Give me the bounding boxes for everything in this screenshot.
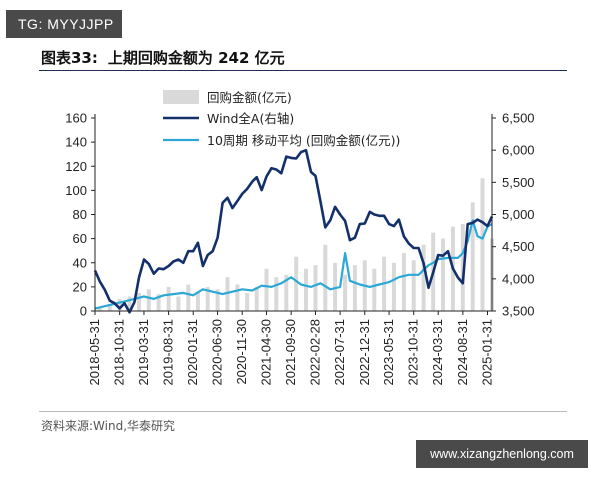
repurchase-bar [156,294,161,311]
source-note: 资料来源:Wind,华泰研究 [41,419,176,433]
y-right-tick-label: 6,500 [502,111,535,126]
x-tick-label: 2022-12-31 [357,319,372,386]
legend-label-ma10: 10周期 移动平均 (回购金额(亿元)) [207,133,400,148]
y-left-tick-label: 40 [73,255,87,270]
legend-swatch-bars [163,90,199,104]
repurchase-bar [352,265,357,311]
figure-label: 图表33: [41,49,98,67]
bar-series [97,178,494,312]
repurchase-bar [137,292,141,311]
wind-all-a-line [93,148,494,314]
repurchase-bar [401,253,406,311]
y-left-tick-label: 120 [65,159,87,174]
repurchase-bar [195,291,200,311]
repurchase-bar [274,277,279,311]
repurchase-bar [205,286,210,311]
repurchase-bar [186,284,191,311]
line-series [93,148,494,314]
repurchase-bar [304,268,308,311]
y-right-tick-label: 3,500 [502,304,535,319]
x-tick-label: 2022-02-28 [307,319,322,386]
repurchase-bar [235,284,240,311]
figure-title-text: 上期回购金额为 242 亿元 [107,49,285,67]
x-tick-label: 2018-05-31 [87,319,102,386]
repurchase-bar [284,274,289,311]
y-right-tick-label: 4,500 [502,239,535,254]
y-right-tick-label: 4,000 [502,271,535,286]
x-tick-label: 2023-10-31 [406,319,421,386]
repurchase-bar [264,268,269,311]
repurchase-bar [294,256,299,311]
axes: 0 20 40 60 80 100 120 140 160 3,500 4,000 4,500 5,00… [65,111,534,386]
ma10-line [94,219,493,310]
repurchase-bar [107,303,112,311]
y-left-tick-label: 140 [65,135,87,150]
y-right-tick-label: 6,000 [502,143,535,158]
repurchase-bar [323,244,328,311]
y-left-tick-label: 0 [80,304,87,319]
repurchase-bar [127,296,132,311]
repurchase-bar [254,286,259,311]
x-tick-label: 2018-10-31 [112,319,127,386]
y-left-tick-label: 20 [73,279,87,294]
repurchase-bar [166,286,171,311]
y-right-tick-label: 5,500 [502,175,535,190]
watermark-link[interactable]: www.xizangzhenlong.com [416,440,588,468]
x-tick-label: 2020-01-31 [185,319,200,386]
repurchase-bar [391,262,396,312]
repurchase-bar [176,296,181,311]
legend-label-bars: 回购金额(亿元) [207,90,292,105]
channel-badge: TG: MYYJJPP [6,10,122,38]
repurchase-bar [215,289,220,311]
figure-title: 图表33: 上期回购金额为 242 亿元 [41,47,285,68]
title-rule [39,70,567,71]
repurchase-bar [470,202,475,311]
x-tick-label: 2021-04-30 [259,319,274,386]
repurchase-bar [97,307,102,311]
repurchase-bar [225,277,230,311]
x-tick-label: 2022-07-31 [332,319,347,386]
y-right-tick-label: 5,000 [502,207,535,222]
repurchase-bar [441,238,445,311]
x-tick-label: 2019-08-31 [161,319,176,386]
x-tick-label: 2019-03-31 [136,319,151,386]
x-tick-label: 2021-09-30 [283,319,298,386]
y-left-tick-label: 100 [65,183,87,198]
repurchase-bar [313,265,318,311]
repurchase-bar [343,274,348,311]
repurchase-bar [372,268,377,311]
y-left-tick-label: 60 [73,231,87,246]
repurchase-bar [421,244,426,311]
x-tick-label: 2020-06-30 [210,319,225,386]
y-left-tick-label: 160 [65,111,87,126]
repurchase-bar [333,262,338,312]
x-tick-label: 2020-11-30 [234,319,249,385]
x-tick-label: 2024-08-31 [455,319,470,386]
x-tick-label: 2024-03-31 [430,319,445,386]
x-tick-label: 2025-01-31 [479,319,494,386]
repurchase-bar [480,178,485,311]
legend: 回购金额(亿元) Wind全A(右轴) 10周期 移动平均 (回购金额(亿元)) [163,90,400,148]
source-rule [39,411,567,412]
repurchase-bar [245,292,250,311]
repurchase-bar [411,260,416,311]
repurchase-bar [117,298,122,311]
x-tick-label: 2023-05-31 [381,319,396,386]
repurchase-bar [146,289,151,311]
legend-label-wind: Wind全A(右轴) [207,111,294,126]
y-left-tick-label: 80 [73,207,87,222]
